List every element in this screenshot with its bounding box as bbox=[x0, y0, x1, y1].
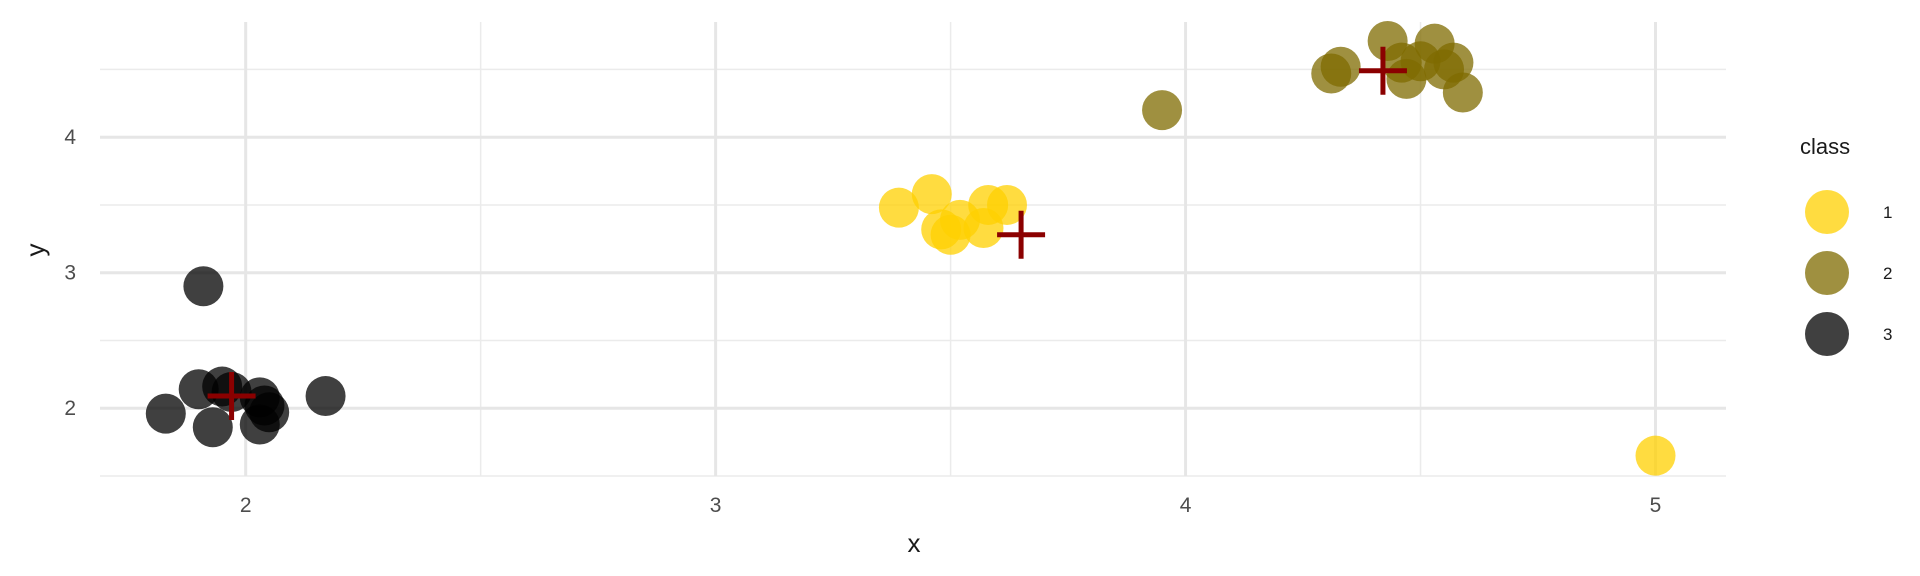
centroid-marker bbox=[997, 210, 1046, 259]
x-axis-title: x bbox=[908, 528, 921, 558]
y-tick-label: 3 bbox=[64, 262, 76, 285]
legend-title: class bbox=[1800, 134, 1850, 159]
legend-key bbox=[1805, 251, 1849, 295]
data-point bbox=[192, 407, 233, 448]
legend-label: 2 bbox=[1883, 264, 1892, 283]
x-tick-label: 2 bbox=[240, 494, 252, 517]
data-point bbox=[986, 184, 1027, 225]
data-point bbox=[145, 393, 186, 434]
centroid-marker bbox=[1358, 46, 1407, 95]
y-tick-labels: 2 3 4 bbox=[64, 126, 76, 420]
legend-key bbox=[1805, 190, 1849, 234]
data-point bbox=[878, 187, 919, 228]
legend-key bbox=[1805, 312, 1849, 356]
centroid-marker bbox=[207, 372, 256, 421]
data-point bbox=[1442, 72, 1483, 113]
legend-label: 3 bbox=[1883, 325, 1892, 344]
legend-label: 1 bbox=[1883, 203, 1892, 222]
y-tick-label: 4 bbox=[64, 126, 76, 149]
major-gridlines bbox=[100, 22, 1726, 476]
data-point bbox=[1320, 46, 1361, 87]
x-tick-label: 4 bbox=[1180, 494, 1192, 517]
x-tick-labels: 2 3 4 5 bbox=[240, 494, 1662, 517]
data-point bbox=[183, 266, 224, 307]
data-point bbox=[1635, 435, 1676, 476]
legend: class 1 2 3 bbox=[1800, 134, 1892, 356]
legend-entries: 1 2 3 bbox=[1805, 190, 1892, 356]
y-axis-title: y bbox=[20, 244, 50, 257]
data-point bbox=[1142, 90, 1183, 131]
x-tick-label: 3 bbox=[710, 494, 722, 517]
y-tick-label: 2 bbox=[64, 397, 76, 420]
data-point bbox=[305, 376, 346, 417]
x-tick-label: 5 bbox=[1650, 494, 1662, 517]
data-point bbox=[911, 174, 952, 215]
centroid-markers bbox=[207, 46, 1407, 421]
data-point bbox=[249, 392, 290, 433]
